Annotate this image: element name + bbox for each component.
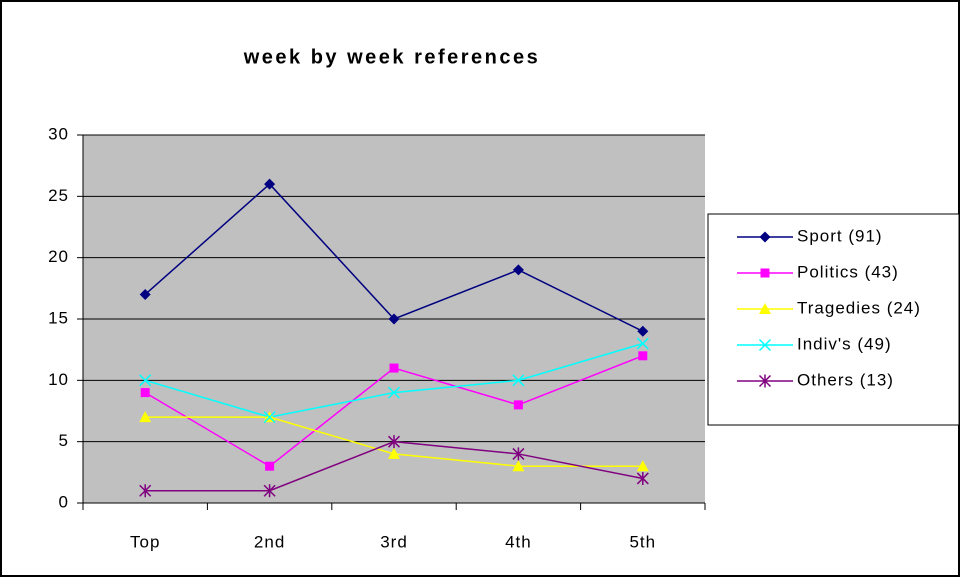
marker: [638, 351, 648, 361]
chart-title: week by week references: [243, 46, 541, 68]
marker: [388, 313, 400, 325]
marker: [512, 447, 525, 461]
marker: [263, 411, 276, 424]
legend-marker: [759, 231, 771, 243]
marker: [636, 460, 649, 472]
x-tick-label: Top: [130, 532, 160, 551]
legend-marker: [759, 303, 771, 314]
marker: [636, 471, 649, 485]
marker: [387, 386, 401, 399]
legend-box: [707, 213, 960, 426]
marker: [512, 264, 524, 276]
legend-label: Sport (91): [797, 226, 883, 245]
y-tick-label: 15: [48, 308, 69, 327]
marker: [388, 447, 400, 459]
marker: [637, 325, 649, 337]
legend-marker: [758, 338, 772, 352]
y-tick-label: 30: [48, 124, 69, 143]
legend-label: Tragedies (24): [797, 298, 921, 317]
marker: [139, 288, 151, 300]
marker: [387, 435, 401, 449]
legend-label: Indiv's (49): [797, 334, 892, 353]
y-tick-label: 5: [59, 431, 69, 450]
legend-marker: [758, 374, 772, 388]
y-tick-label: 10: [48, 370, 69, 389]
marker: [512, 460, 525, 472]
marker: [636, 337, 649, 350]
marker: [512, 374, 525, 387]
marker: [139, 374, 152, 387]
marker: [263, 484, 276, 498]
marker: [140, 388, 150, 398]
marker: [139, 484, 152, 498]
marker: [389, 363, 399, 373]
y-tick-label: 25: [48, 186, 69, 205]
marker: [139, 411, 152, 423]
marker: [513, 400, 523, 410]
x-tick-label: 3rd: [380, 532, 408, 551]
marker: [265, 461, 275, 471]
y-tick-label: 20: [48, 247, 69, 266]
y-tick-label: 0: [59, 492, 69, 511]
x-tick-label: 2nd: [254, 532, 285, 551]
legend-label: Politics (43): [797, 262, 899, 281]
x-tick-label: 4th: [505, 532, 532, 551]
marker: [264, 178, 276, 190]
legend-marker: [760, 268, 770, 278]
legend-label: Others (13): [797, 370, 894, 389]
x-tick-label: 5th: [629, 532, 656, 551]
